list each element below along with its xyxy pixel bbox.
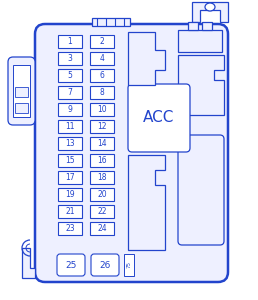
- Text: 17: 17: [65, 173, 75, 182]
- Polygon shape: [192, 2, 228, 22]
- Text: 16: 16: [97, 156, 107, 165]
- Text: 22: 22: [97, 207, 107, 216]
- Bar: [15, 87, 28, 97]
- Bar: [178, 30, 222, 52]
- Bar: [58, 69, 82, 82]
- Bar: [90, 69, 114, 82]
- Text: 12: 12: [97, 122, 107, 131]
- Text: 14: 14: [97, 139, 107, 148]
- Bar: [90, 137, 114, 150]
- Text: 3: 3: [68, 54, 72, 63]
- Text: ACC: ACC: [143, 110, 175, 125]
- Bar: [58, 86, 82, 99]
- FancyBboxPatch shape: [35, 24, 228, 282]
- Text: 7: 7: [68, 88, 72, 97]
- Bar: [90, 188, 114, 201]
- Bar: [58, 171, 82, 184]
- Text: 1: 1: [68, 37, 72, 46]
- Text: 23: 23: [65, 224, 75, 233]
- Bar: [90, 171, 114, 184]
- Bar: [90, 86, 114, 99]
- Text: 9: 9: [68, 105, 72, 114]
- FancyBboxPatch shape: [8, 57, 35, 125]
- Text: 20: 20: [97, 190, 107, 199]
- Text: 15: 15: [65, 156, 75, 165]
- Text: 13: 13: [65, 139, 75, 148]
- Bar: [58, 52, 82, 65]
- Bar: [58, 205, 82, 218]
- FancyBboxPatch shape: [91, 254, 119, 276]
- Bar: [90, 35, 114, 48]
- FancyBboxPatch shape: [57, 254, 85, 276]
- Text: 5: 5: [68, 71, 72, 80]
- Text: 6: 6: [100, 71, 104, 80]
- Bar: [90, 222, 114, 235]
- Polygon shape: [22, 248, 35, 278]
- Bar: [90, 154, 114, 167]
- Bar: [188, 22, 198, 30]
- Bar: [58, 103, 82, 116]
- Text: 19: 19: [65, 190, 75, 199]
- Bar: [58, 120, 82, 133]
- Polygon shape: [178, 55, 224, 115]
- Bar: [202, 22, 212, 30]
- Bar: [90, 120, 114, 133]
- FancyBboxPatch shape: [178, 135, 224, 245]
- Bar: [15, 103, 28, 113]
- FancyBboxPatch shape: [128, 84, 190, 152]
- Bar: [90, 103, 114, 116]
- Bar: [58, 222, 82, 235]
- Polygon shape: [128, 32, 165, 85]
- Bar: [90, 52, 114, 65]
- Text: 18: 18: [97, 173, 107, 182]
- Polygon shape: [128, 155, 165, 250]
- Bar: [90, 205, 114, 218]
- Text: 11: 11: [65, 122, 75, 131]
- Bar: [58, 154, 82, 167]
- Text: 26: 26: [99, 260, 111, 269]
- Text: 10: 10: [97, 105, 107, 114]
- Text: 75: 75: [126, 262, 132, 268]
- Bar: [13, 65, 30, 117]
- Text: 4: 4: [100, 54, 104, 63]
- Text: 8: 8: [100, 88, 104, 97]
- Text: 24: 24: [97, 224, 107, 233]
- Bar: [58, 137, 82, 150]
- Bar: [124, 254, 134, 276]
- Ellipse shape: [205, 3, 215, 11]
- Text: 25: 25: [65, 260, 77, 269]
- Bar: [58, 35, 82, 48]
- Text: 21: 21: [65, 207, 75, 216]
- Text: 2: 2: [100, 37, 104, 46]
- Bar: [58, 188, 82, 201]
- Bar: [92, 18, 130, 26]
